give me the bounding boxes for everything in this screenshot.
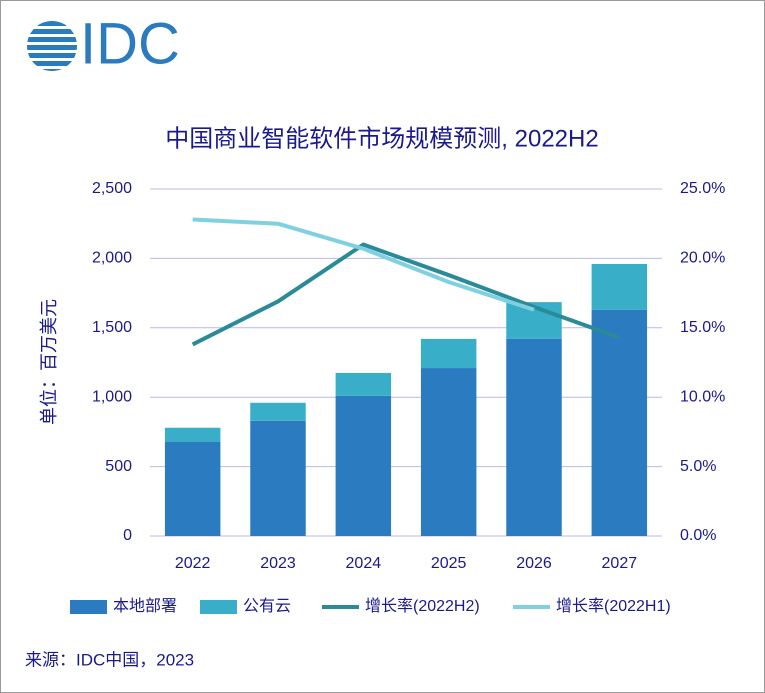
bar: [164, 441, 221, 536]
y-tick-label: 2,000: [92, 250, 132, 267]
bar: [164, 427, 221, 442]
source: 来源：IDC中国，2023: [25, 650, 194, 669]
y-tick-label: 0: [123, 527, 132, 544]
y2-tick-label: 20.0%: [680, 250, 725, 267]
x-tick-label: 2022: [175, 555, 211, 572]
y-tick-label: 1,000: [92, 388, 132, 405]
logo-text: IDC: [80, 11, 180, 76]
bar: [250, 402, 306, 421]
y2-tick-label: 5.0%: [680, 458, 716, 475]
x-tick-label: 2026: [516, 555, 552, 572]
y-tick-label: 2,500: [92, 180, 132, 197]
legend-label: 增长率(2022H1): [556, 597, 671, 615]
y-tick-label: 500: [105, 458, 132, 475]
legend-label: 公有云: [243, 597, 291, 615]
y2-tick-label: 25.0%: [680, 180, 725, 197]
bar: [420, 338, 477, 369]
line: [191, 242, 621, 347]
bar: [506, 338, 562, 536]
y2-tick-label: 10.0%: [680, 388, 725, 405]
legend-swatch: [70, 600, 107, 614]
x-tick-label: 2025: [431, 555, 467, 572]
chart-title: 中国商业智能软件市场规模预测, 2022H2: [165, 125, 598, 152]
bar: [591, 263, 648, 310]
x-tick-label: 2027: [602, 555, 638, 572]
bar: [591, 309, 648, 536]
legend-label: 增长率(2022H2): [365, 597, 480, 615]
y2-tick-label: 0.0%: [680, 527, 716, 544]
logo-mark: [27, 21, 77, 71]
x-tick-label: 2024: [346, 555, 382, 572]
legend-swatch: [200, 600, 237, 614]
x-tick-label: 2023: [260, 555, 296, 572]
line: [192, 217, 535, 312]
legend-label: 本地部署: [113, 597, 177, 615]
bar: [250, 420, 306, 536]
y-axis-label: 单位：百万美元: [39, 299, 59, 425]
bar: [420, 368, 477, 536]
bar: [335, 372, 392, 396]
y-tick-label: 1,500: [92, 319, 132, 336]
bar: [335, 395, 392, 536]
y2-tick-label: 15.0%: [680, 319, 725, 336]
